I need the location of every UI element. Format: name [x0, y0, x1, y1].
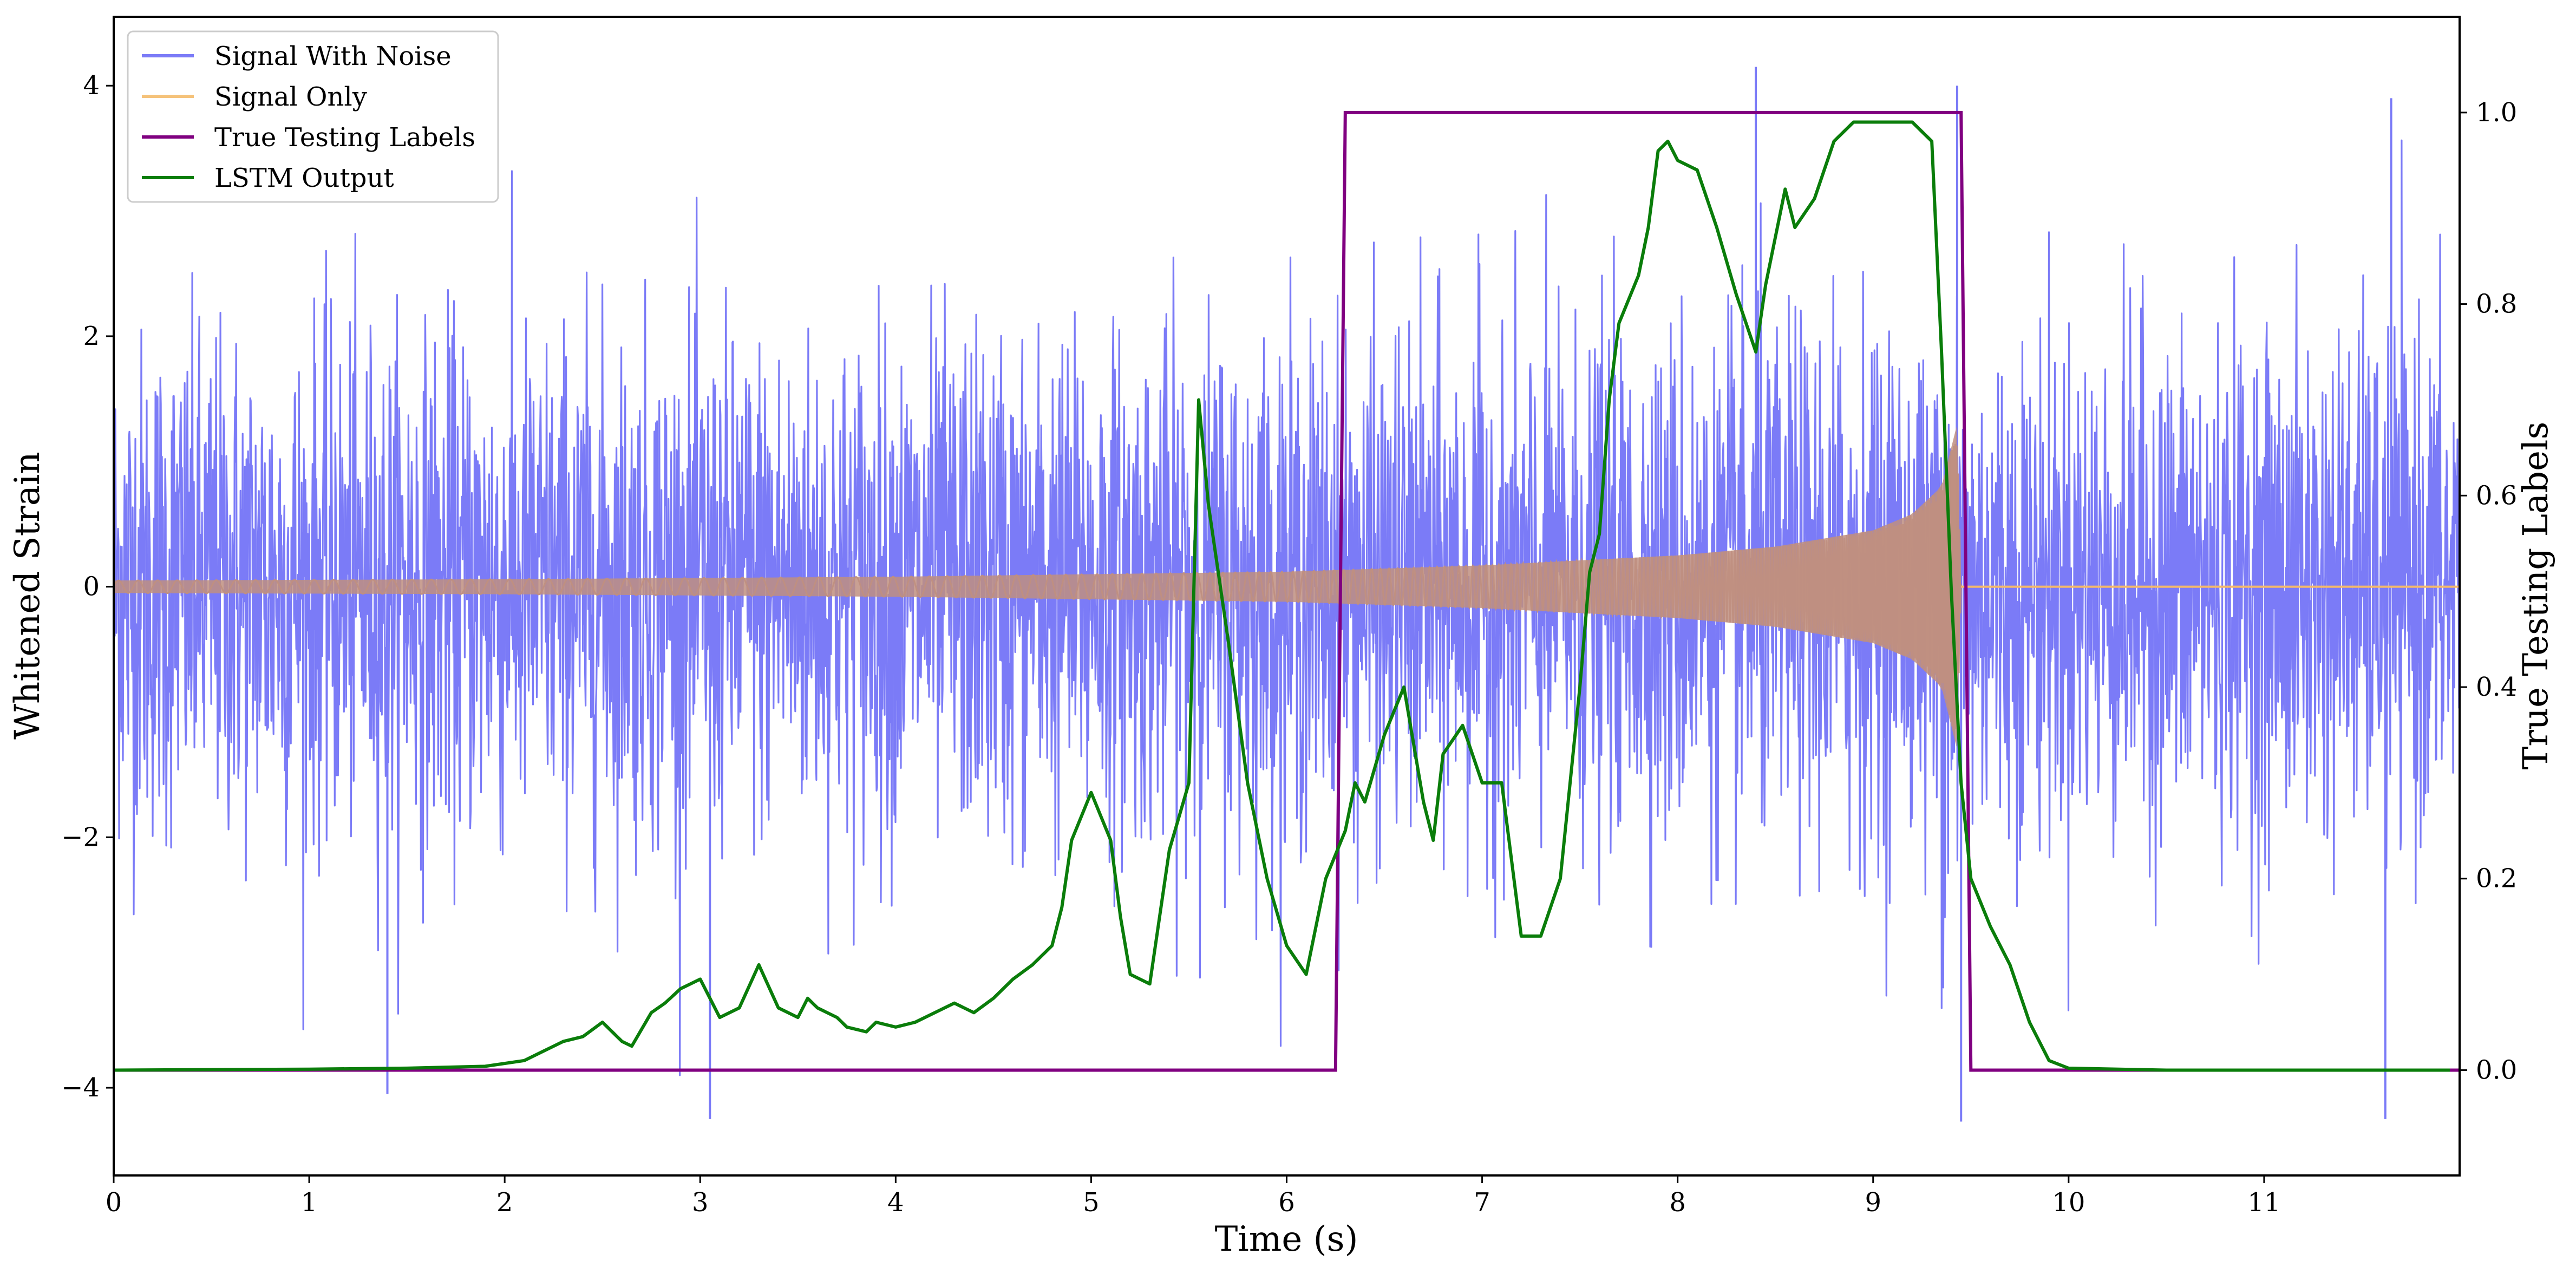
y-tick-label: 4 [83, 70, 100, 101]
legend-label-signal-with-noise: Signal With Noise [214, 41, 452, 71]
y2-tick-label: 0.2 [2476, 864, 2517, 894]
signal-only-envelope [114, 427, 1962, 747]
y2-tick-label: 1.0 [2476, 97, 2517, 128]
x-tick-label: 7 [1474, 1187, 1490, 1218]
y-axis-title: Whitened Strain [8, 452, 48, 739]
y-tick-label: 2 [83, 321, 100, 351]
x-tick-label: 8 [1669, 1187, 1686, 1218]
x-tick-label: 5 [1083, 1187, 1100, 1218]
y-tick-label: 0 [83, 572, 100, 602]
x-tick-label: 2 [496, 1187, 513, 1218]
y-tick-label: −4 [61, 1073, 100, 1103]
series-signal-with-noise [114, 139, 2460, 1076]
y2-tick-label: 0.8 [2476, 289, 2517, 319]
x-tick-label: 9 [1865, 1187, 1881, 1218]
x-axis-title: Time (s) [1215, 1219, 1358, 1259]
series-lstm-output [114, 120, 2450, 1072]
legend-box [127, 30, 499, 203]
series-true-testing-labels [114, 110, 2460, 1072]
y2-tick-label: 0.6 [2476, 480, 2517, 511]
x-tick-label: 3 [692, 1187, 709, 1218]
x-tick-label: 4 [887, 1187, 904, 1218]
legend-label-true-testing-labels: True Testing Labels [214, 122, 475, 153]
y2-tick-label: 0.0 [2476, 1055, 2517, 1085]
x-tick-label: 6 [1278, 1187, 1295, 1218]
y-tick-label: −2 [61, 822, 100, 852]
axes: 0 1 2 3 4 5 6 7 8 9 10 11 −4 −2 0 2 4 0.0 0.2 0.4 0.6 0.8 1.0 [61, 70, 2517, 1218]
legend-label-signal-only: Signal Only [214, 82, 367, 112]
x-tick-label: 11 [2247, 1187, 2280, 1218]
y2-axis-title: True Testing Labels [2516, 422, 2556, 770]
x-tick-label: 1 [301, 1187, 318, 1218]
plot-area [114, 67, 2460, 1122]
x-tick-label: 0 [106, 1187, 122, 1218]
legend-label-lstm-output: LSTM Output [214, 163, 394, 193]
y2-tick-label: 0.4 [2476, 672, 2517, 702]
x-tick-label: 10 [2052, 1187, 2085, 1218]
legend: Signal With Noise Signal Only True Testi… [127, 30, 499, 203]
